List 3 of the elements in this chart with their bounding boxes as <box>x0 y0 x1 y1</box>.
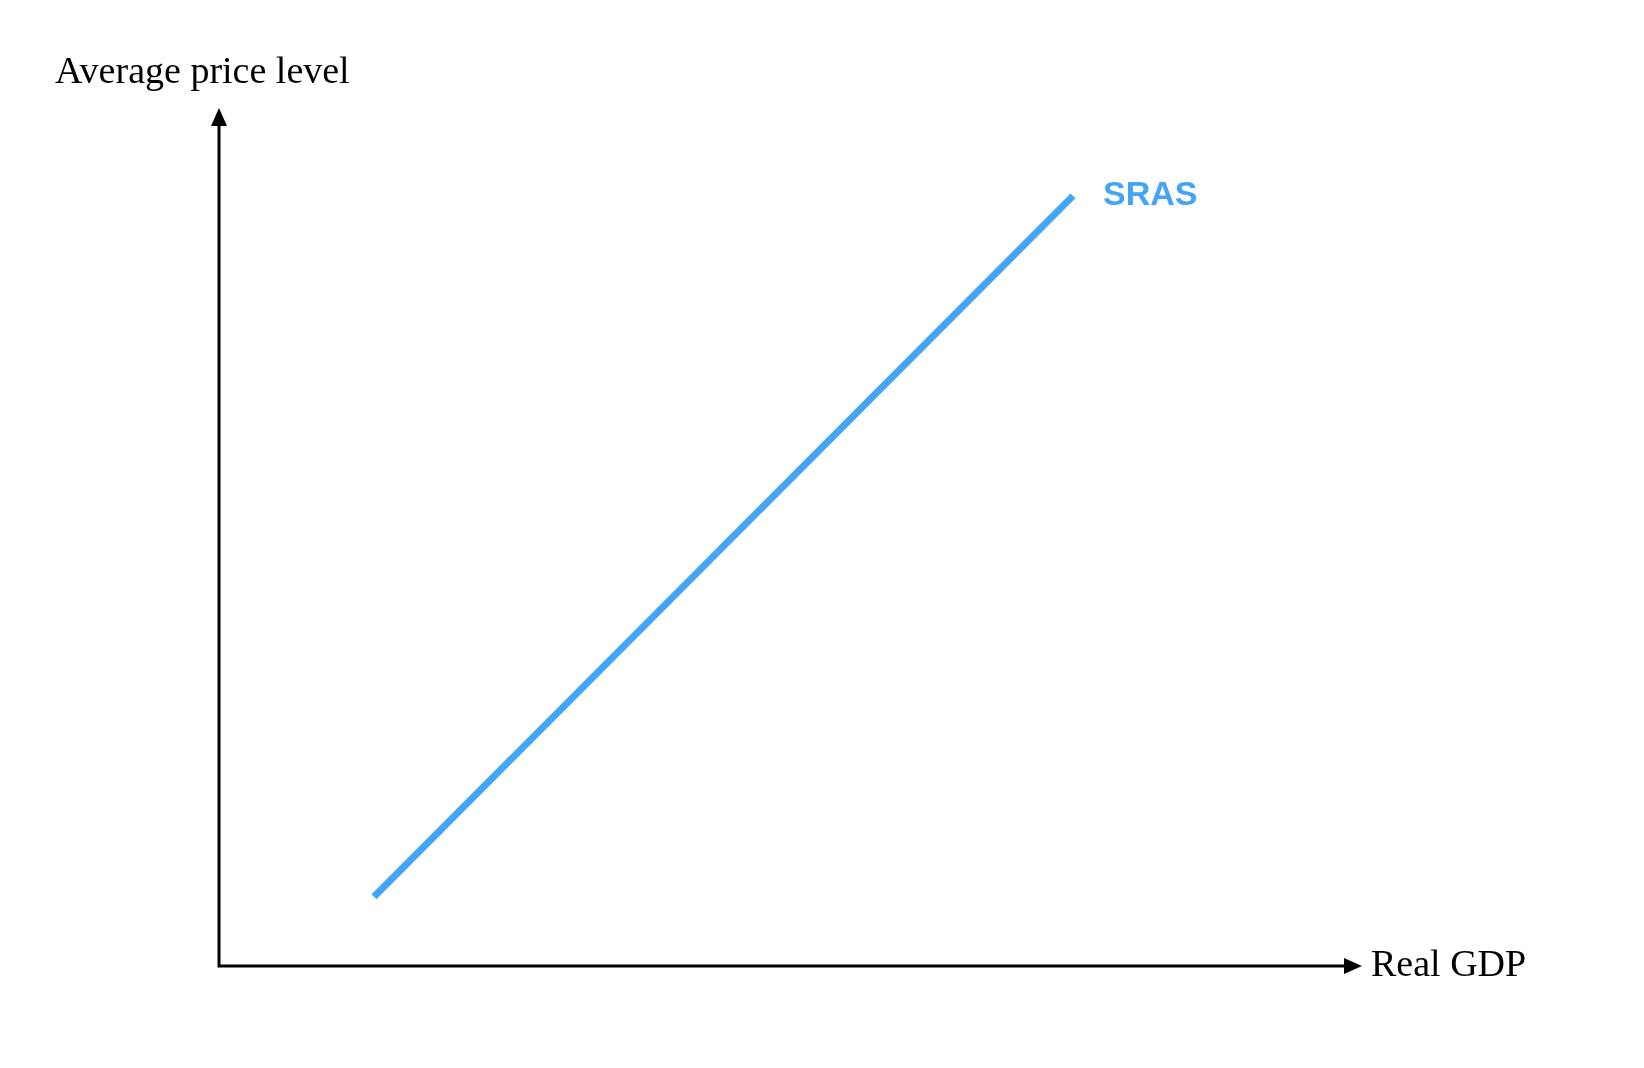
series-label: SRAS <box>1103 174 1198 213</box>
x-axis-title: Real GDP <box>1371 941 1527 984</box>
y-axis-title: Average price level <box>55 48 350 91</box>
